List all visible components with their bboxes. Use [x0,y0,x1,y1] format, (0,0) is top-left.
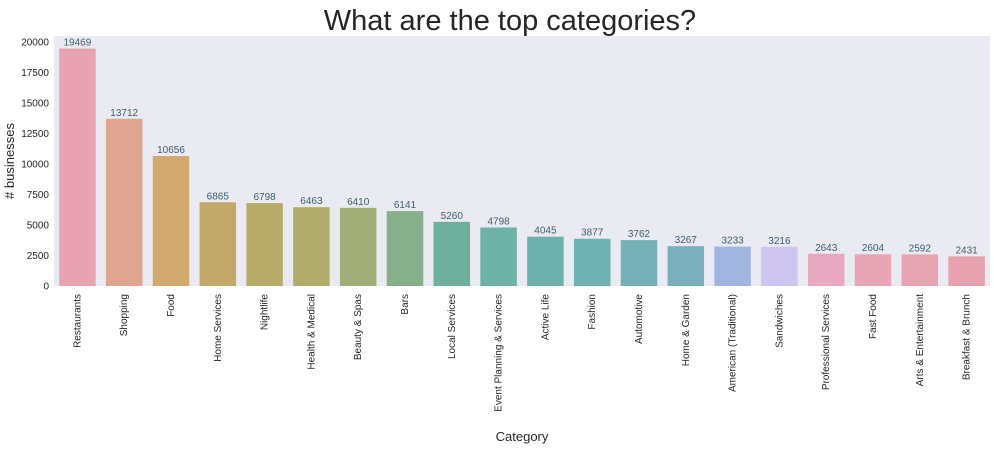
x-tick-label: Sandwiches [774,294,785,348]
data-label: 19469 [63,38,91,49]
data-label: 3233 [721,236,744,247]
data-label: 5260 [441,211,464,222]
data-label: 2643 [815,243,838,254]
data-label: 2604 [862,243,885,254]
x-tick-label: Restaurants [72,294,83,348]
y-tick-label: 15000 [21,99,49,110]
y-tick-label: 2500 [27,251,50,262]
bar [714,246,751,286]
x-tick-label: Beauty & Spas [353,294,364,360]
chart-title: What are the top categories? [324,5,696,37]
x-axis-label: Category [496,429,549,444]
data-label: 2592 [909,243,932,254]
data-label: 6141 [394,200,417,211]
x-tick-label: Nightlife [260,294,271,331]
x-tick-label: Shopping [119,294,130,336]
x-tick-label: Fashion [587,294,598,330]
bar [854,254,892,286]
data-label: 3762 [628,229,651,240]
x-tick-label: Breakfast & Brunch [962,294,973,380]
plot-area [54,36,990,286]
y-tick-label: 7500 [27,190,50,201]
bar [573,238,611,286]
data-label: 6410 [347,197,370,208]
bar [339,207,377,286]
bar [480,227,517,286]
data-label: 13712 [110,108,138,119]
y-tick-label: 10000 [21,160,49,171]
bar [620,240,658,286]
x-axis: Restaurants Shopping Food Home Services Nigh… [72,294,972,412]
x-tick-label: Home & Garden [681,294,692,366]
x-tick-label: Fast Food [868,294,879,339]
bar [527,236,564,286]
data-labels: 19469 13712 10656 6865 6798 6463 6410 6141 5260 4… [63,38,978,257]
data-label: 6865 [207,191,230,202]
x-tick-label: Bars [400,294,411,315]
y-tick-label: 12500 [21,129,49,140]
bar [246,203,283,286]
bar [152,156,190,286]
y-tick-label: 17500 [21,68,49,79]
data-label: 3877 [581,228,604,239]
bar [199,202,237,286]
x-tick-label: Automotive [634,294,645,344]
x-tick-label: Event Planning & Services [494,294,505,412]
data-label: 4798 [487,216,510,227]
x-tick-label: Local Services [447,294,458,359]
bar [386,211,424,286]
x-tick-label: Arts & Entertainment [915,294,926,386]
bar [901,254,939,286]
y-axis: 0 2500 5000 7500 10000 12500 15000 17500 20000 [21,38,49,293]
bars [59,48,985,287]
data-label: 4045 [534,226,557,237]
bar [59,48,96,287]
data-label: 3267 [675,235,698,246]
y-tick-label: 0 [43,282,49,293]
bar [807,253,845,286]
x-tick-label: Food [166,294,177,317]
y-tick-label: 5000 [27,221,50,232]
bar [761,246,798,286]
x-tick-label: Health & Medical [306,294,317,370]
data-label: 10656 [157,145,185,156]
y-tick-label: 20000 [21,38,49,49]
x-tick-label: Professional Services [821,294,832,390]
bar [948,256,985,286]
data-label: 2431 [955,245,978,256]
x-tick-label: American (Traditional) [728,294,739,392]
bar [667,246,705,286]
bar [105,118,143,286]
data-label: 3216 [768,236,791,247]
data-label: 6463 [300,196,323,207]
bar [433,221,471,286]
x-tick-label: Home Services [213,294,224,362]
bar [293,207,330,286]
y-axis-label: # businesses [2,123,17,199]
x-tick-label: Active Life [540,294,551,341]
data-label: 6798 [253,192,276,203]
